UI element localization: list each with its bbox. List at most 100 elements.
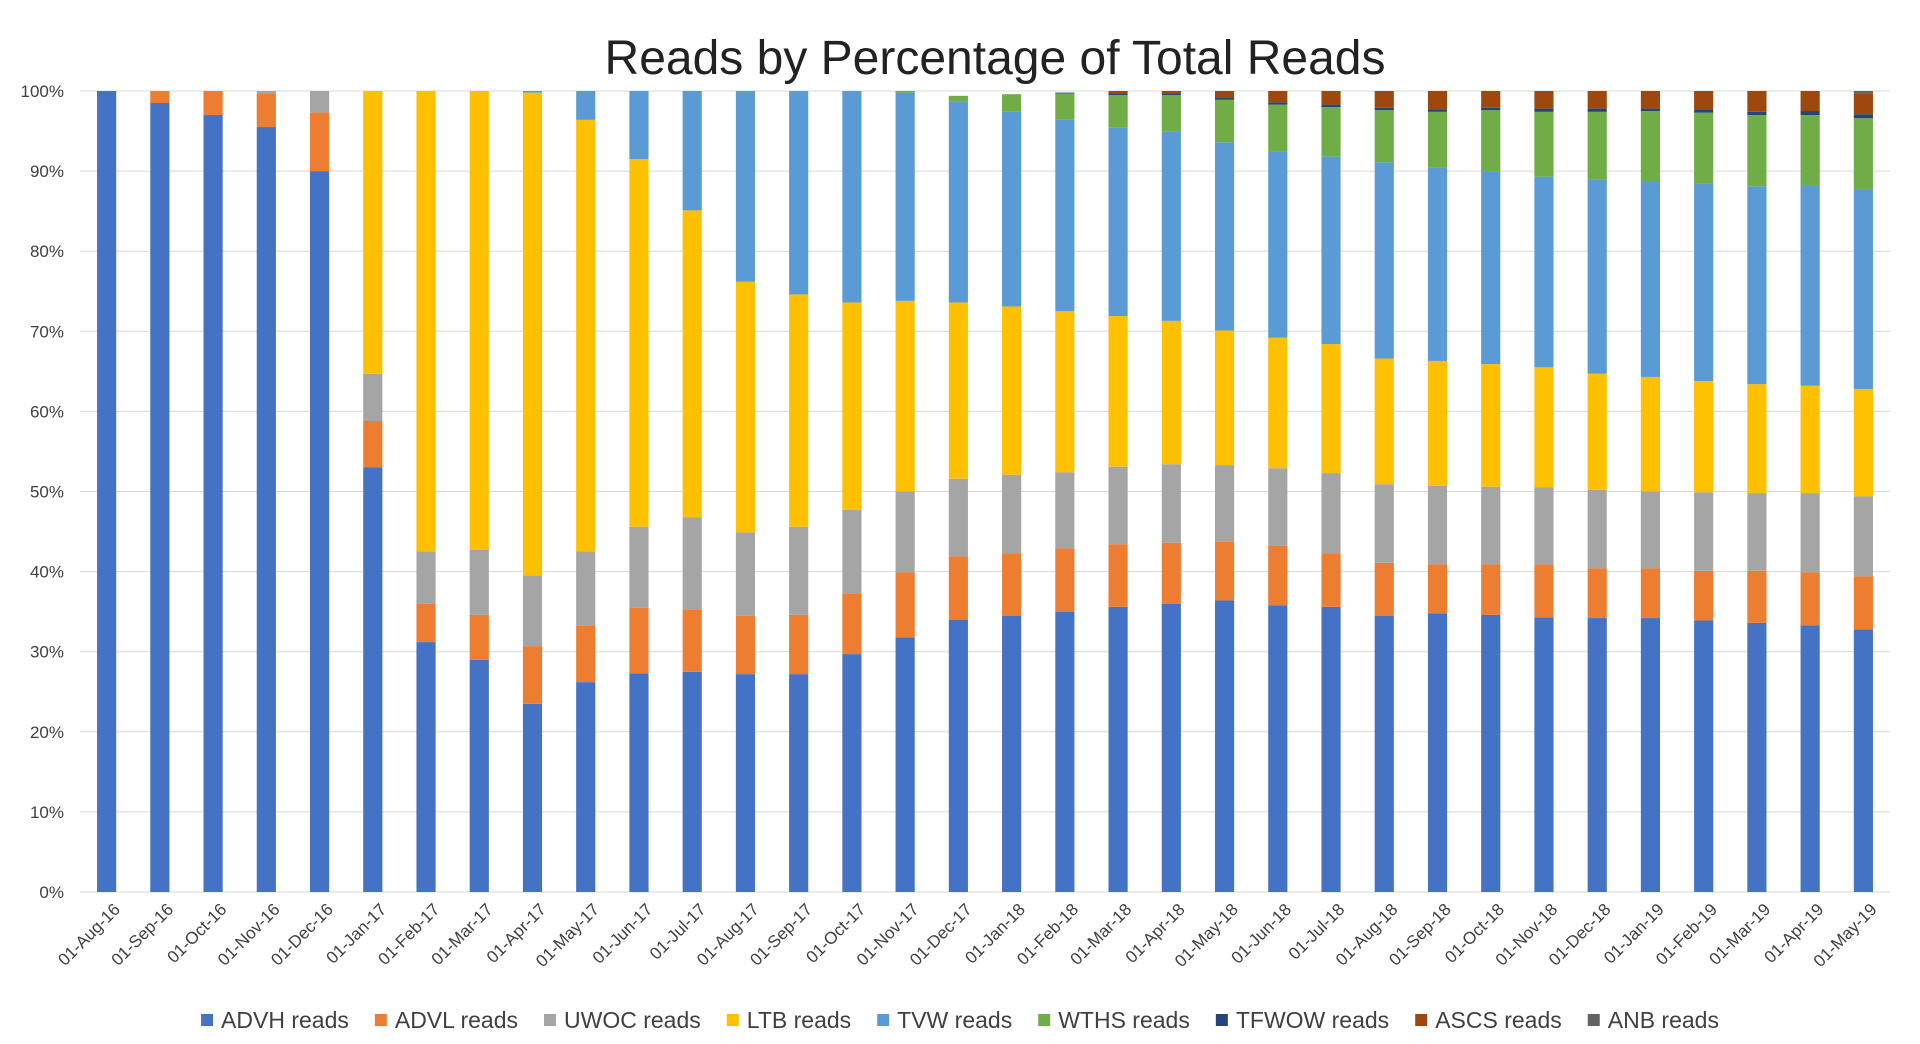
bar-stack [1800, 91, 1820, 892]
bar-segment [1853, 118, 1873, 190]
bar-segment [1055, 311, 1075, 473]
bar-segment [842, 509, 862, 594]
bar-segment [1587, 111, 1607, 180]
bar-segment [363, 467, 383, 892]
bar-segment [1853, 91, 1873, 94]
y-tick-label: 30% [30, 643, 64, 662]
bar-segment [682, 210, 702, 518]
bar-segment [1747, 115, 1767, 187]
bar-segment [1055, 472, 1075, 549]
bar-segment [895, 91, 915, 93]
bar-segment [1481, 614, 1501, 892]
bar-segment [1374, 615, 1394, 892]
bar-stack [895, 91, 915, 892]
legend-label: WTHS reads [1058, 1007, 1190, 1033]
bar-segment [1800, 111, 1820, 116]
y-tick-label: 70% [30, 322, 64, 341]
bar-segment [1747, 384, 1767, 494]
bar-segment [629, 526, 649, 608]
bar-stack [1427, 91, 1448, 892]
bar-stack [256, 91, 276, 893]
bar-segment [1747, 186, 1767, 385]
chart-title: Reads by Percentage of Total Reads [605, 32, 1386, 85]
bar-segment [1108, 91, 1128, 94]
bar-segment [1108, 316, 1128, 467]
bar-segment [1214, 600, 1235, 892]
bar-segment [789, 526, 809, 615]
legend-swatch [374, 1014, 387, 1026]
bar-segment [1481, 91, 1501, 108]
y-tick-label: 80% [30, 242, 64, 261]
bar-segment [1694, 380, 1714, 493]
bar-segment [1853, 114, 1873, 119]
bar-segment [1747, 493, 1767, 571]
bar-segment [1374, 107, 1394, 111]
y-tick-label: 60% [30, 402, 64, 421]
bar-segment [1374, 562, 1394, 616]
x-axis-ticks: 01-Aug-1601-Sep-1601-Oct-1601-Nov-1601-D… [54, 900, 1880, 971]
bar-segment [1640, 91, 1661, 109]
bar-segment [1374, 358, 1394, 485]
bar-segment [1800, 185, 1820, 386]
bar-segment [150, 103, 170, 892]
legend-swatch [1215, 1014, 1228, 1026]
bar-segment [1427, 111, 1448, 168]
bar-segment [789, 91, 809, 295]
bar-segment [1214, 91, 1235, 98]
bar-segment [1161, 603, 1181, 892]
bar-segment [1481, 107, 1501, 111]
bar-stack [1161, 91, 1181, 892]
bar-segment [1002, 615, 1022, 892]
bar-segment [735, 532, 756, 616]
bar-segment [1800, 493, 1820, 573]
bar-segment [629, 159, 649, 527]
bar-stack [682, 91, 702, 892]
bar-segment [1640, 108, 1661, 112]
bar-segment [1534, 367, 1554, 488]
bar-stack [309, 91, 330, 893]
bar-segment [1268, 102, 1288, 105]
bar-segment [1055, 92, 1075, 94]
bar-segment [842, 91, 862, 303]
legend-swatch [544, 1014, 557, 1026]
bar-segment [1587, 91, 1607, 109]
bar-segment [1747, 622, 1767, 892]
bar-stack [1481, 91, 1501, 892]
bar-stack [1853, 91, 1873, 892]
y-axis-ticks: 0% 10% 20% 30% 40% 50% 60% 70% 80% 90% 100% [21, 82, 64, 902]
bar-segment [1161, 464, 1181, 543]
bar-stack [1534, 91, 1554, 892]
bar-segment [1587, 373, 1607, 490]
y-tick-label: 90% [30, 162, 64, 181]
bar-segment [1694, 112, 1714, 184]
legend-label: LTB reads [747, 1007, 851, 1033]
bar-segment [1321, 606, 1341, 892]
bar-segment [1055, 548, 1075, 612]
bar-segment [1534, 176, 1554, 368]
bar-segment [1321, 91, 1341, 105]
bar-segment [1853, 629, 1873, 892]
bar-segment [1640, 111, 1661, 182]
bar-segment [1694, 91, 1714, 110]
bar-segment [1321, 473, 1341, 554]
legend-swatch [726, 1014, 739, 1026]
bar-stack [203, 91, 223, 892]
bar-segment [682, 91, 702, 211]
bar-segment [842, 654, 862, 892]
bar-segment [1427, 360, 1448, 486]
bar-segment [1587, 108, 1607, 112]
bar-segment [1800, 625, 1820, 892]
bars [97, 91, 1873, 893]
bar-segment [842, 593, 862, 655]
bar-segment [735, 674, 756, 892]
bar-segment [1534, 617, 1554, 892]
bar-segment [1640, 491, 1661, 569]
legend-label: ANB reads [1608, 1007, 1719, 1033]
bar-stack [1108, 91, 1128, 892]
bar-segment [469, 549, 489, 615]
bar-segment [1108, 95, 1128, 128]
bar-segment [1640, 376, 1661, 492]
bar-segment [895, 637, 915, 892]
